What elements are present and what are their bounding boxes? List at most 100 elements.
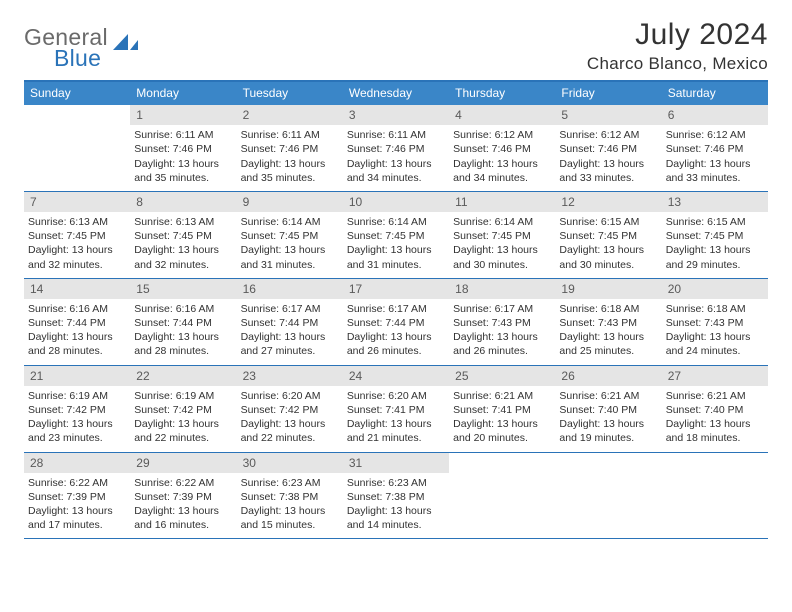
- daylight-text: Daylight: 13 hours and 35 minutes.: [241, 157, 339, 185]
- calendar-week: 21Sunrise: 6:19 AMSunset: 7:42 PMDayligh…: [24, 366, 768, 453]
- sunrise-text: Sunrise: 6:15 AM: [559, 215, 657, 229]
- sunset-text: Sunset: 7:44 PM: [134, 316, 232, 330]
- weekday-header: Saturday: [662, 82, 768, 105]
- sunrise-text: Sunrise: 6:21 AM: [453, 389, 551, 403]
- sunset-text: Sunset: 7:44 PM: [28, 316, 126, 330]
- day-number: 11: [449, 192, 555, 212]
- day-number: 19: [555, 279, 661, 299]
- daylight-text: Daylight: 13 hours and 29 minutes.: [666, 243, 764, 271]
- daylight-text: Daylight: 13 hours and 30 minutes.: [559, 243, 657, 271]
- day-number: 30: [237, 453, 343, 473]
- logo-sail-icon: [113, 33, 139, 51]
- daylight-text: Daylight: 13 hours and 35 minutes.: [134, 157, 232, 185]
- sunrise-text: Sunrise: 6:11 AM: [241, 128, 339, 142]
- day-number: 10: [343, 192, 449, 212]
- calendar-day-cell: 27Sunrise: 6:21 AMSunset: 7:40 PMDayligh…: [662, 366, 768, 452]
- sunset-text: Sunset: 7:43 PM: [666, 316, 764, 330]
- calendar-day-cell: 17Sunrise: 6:17 AMSunset: 7:44 PMDayligh…: [343, 279, 449, 365]
- sunset-text: Sunset: 7:40 PM: [666, 403, 764, 417]
- sunset-text: Sunset: 7:38 PM: [347, 490, 445, 504]
- calendar-day-cell: 1Sunrise: 6:11 AMSunset: 7:46 PMDaylight…: [130, 105, 236, 191]
- sunset-text: Sunset: 7:42 PM: [134, 403, 232, 417]
- daylight-text: Daylight: 13 hours and 34 minutes.: [453, 157, 551, 185]
- sunset-text: Sunset: 7:46 PM: [666, 142, 764, 156]
- sunset-text: Sunset: 7:43 PM: [559, 316, 657, 330]
- calendar-week: 1Sunrise: 6:11 AMSunset: 7:46 PMDaylight…: [24, 105, 768, 192]
- sunset-text: Sunset: 7:46 PM: [134, 142, 232, 156]
- daylight-text: Daylight: 13 hours and 33 minutes.: [666, 157, 764, 185]
- sunrise-text: Sunrise: 6:19 AM: [28, 389, 126, 403]
- calendar-day-cell: 12Sunrise: 6:15 AMSunset: 7:45 PMDayligh…: [555, 192, 661, 278]
- sunset-text: Sunset: 7:46 PM: [347, 142, 445, 156]
- weekday-header: Thursday: [449, 82, 555, 105]
- sunrise-text: Sunrise: 6:23 AM: [241, 476, 339, 490]
- sunrise-text: Sunrise: 6:12 AM: [666, 128, 764, 142]
- weekday-header-row: SundayMondayTuesdayWednesdayThursdayFrid…: [24, 82, 768, 105]
- day-number: 5: [555, 105, 661, 125]
- day-number: 27: [662, 366, 768, 386]
- weekday-header: Friday: [555, 82, 661, 105]
- sunrise-text: Sunrise: 6:11 AM: [347, 128, 445, 142]
- sunset-text: Sunset: 7:45 PM: [453, 229, 551, 243]
- calendar-day-cell: 3Sunrise: 6:11 AMSunset: 7:46 PMDaylight…: [343, 105, 449, 191]
- sunrise-text: Sunrise: 6:21 AM: [666, 389, 764, 403]
- sunset-text: Sunset: 7:45 PM: [347, 229, 445, 243]
- sunset-text: Sunset: 7:44 PM: [241, 316, 339, 330]
- day-number: 31: [343, 453, 449, 473]
- daylight-text: Daylight: 13 hours and 34 minutes.: [347, 157, 445, 185]
- daylight-text: Daylight: 13 hours and 23 minutes.: [28, 417, 126, 445]
- sunset-text: Sunset: 7:42 PM: [28, 403, 126, 417]
- calendar-day-cell: 21Sunrise: 6:19 AMSunset: 7:42 PMDayligh…: [24, 366, 130, 452]
- daylight-text: Daylight: 13 hours and 28 minutes.: [28, 330, 126, 358]
- daylight-text: Daylight: 13 hours and 24 minutes.: [666, 330, 764, 358]
- calendar-day-cell: 29Sunrise: 6:22 AMSunset: 7:39 PMDayligh…: [130, 453, 236, 539]
- sunset-text: Sunset: 7:46 PM: [559, 142, 657, 156]
- sunset-text: Sunset: 7:46 PM: [241, 142, 339, 156]
- sunrise-text: Sunrise: 6:14 AM: [241, 215, 339, 229]
- sunrise-text: Sunrise: 6:20 AM: [241, 389, 339, 403]
- sunrise-text: Sunrise: 6:15 AM: [666, 215, 764, 229]
- day-number: 26: [555, 366, 661, 386]
- sunrise-text: Sunrise: 6:16 AM: [134, 302, 232, 316]
- calendar-day-cell: 2 Sunrise: 6:11 AMSunset: 7:46 PMDaylight…: [237, 105, 343, 191]
- day-number: 14: [24, 279, 130, 299]
- logo-text-blue: Blue: [54, 45, 101, 72]
- day-number: 15: [130, 279, 236, 299]
- sunrise-text: Sunrise: 6:14 AM: [347, 215, 445, 229]
- sunset-text: Sunset: 7:44 PM: [347, 316, 445, 330]
- sunrise-text: Sunrise: 6:13 AM: [134, 215, 232, 229]
- daylight-text: Daylight: 13 hours and 14 minutes.: [347, 504, 445, 532]
- calendar-day-cell: 28Sunrise: 6:22 AMSunset: 7:39 PMDayligh…: [24, 453, 130, 539]
- calendar-day-cell: 13Sunrise: 6:15 AMSunset: 7:45 PMDayligh…: [662, 192, 768, 278]
- daylight-text: Daylight: 13 hours and 32 minutes.: [28, 243, 126, 271]
- day-number: 2: [237, 105, 343, 125]
- sunrise-text: Sunrise: 6:21 AM: [559, 389, 657, 403]
- sunset-text: Sunset: 7:43 PM: [453, 316, 551, 330]
- calendar-week: 7Sunrise: 6:13 AMSunset: 7:45 PMDaylight…: [24, 192, 768, 279]
- sunrise-text: Sunrise: 6:17 AM: [241, 302, 339, 316]
- day-number: 24: [343, 366, 449, 386]
- sunset-text: Sunset: 7:45 PM: [559, 229, 657, 243]
- daylight-text: Daylight: 13 hours and 27 minutes.: [241, 330, 339, 358]
- calendar-day-cell: 14Sunrise: 6:16 AMSunset: 7:44 PMDayligh…: [24, 279, 130, 365]
- daylight-text: Daylight: 13 hours and 28 minutes.: [134, 330, 232, 358]
- sunrise-text: Sunrise: 6:14 AM: [453, 215, 551, 229]
- calendar-day-cell: 8Sunrise: 6:13 AMSunset: 7:45 PMDaylight…: [130, 192, 236, 278]
- calendar-day-cell: [24, 105, 130, 191]
- daylight-text: Daylight: 13 hours and 22 minutes.: [241, 417, 339, 445]
- day-number: 9: [237, 192, 343, 212]
- calendar-day-cell: 18Sunrise: 6:17 AMSunset: 7:43 PMDayligh…: [449, 279, 555, 365]
- day-number: 20: [662, 279, 768, 299]
- weekday-header: Tuesday: [237, 82, 343, 105]
- calendar-day-cell: 20Sunrise: 6:18 AMSunset: 7:43 PMDayligh…: [662, 279, 768, 365]
- calendar-day-cell: 4Sunrise: 6:12 AMSunset: 7:46 PMDaylight…: [449, 105, 555, 191]
- sunrise-text: Sunrise: 6:23 AM: [347, 476, 445, 490]
- header: GeneralBlue July 2024 Charco Blanco, Mex…: [24, 18, 768, 74]
- calendar: SundayMondayTuesdayWednesdayThursdayFrid…: [24, 80, 768, 539]
- daylight-text: Daylight: 13 hours and 21 minutes.: [347, 417, 445, 445]
- day-number: 13: [662, 192, 768, 212]
- sunset-text: Sunset: 7:40 PM: [559, 403, 657, 417]
- calendar-day-cell: 31 Sunrise: 6:23 AMSunset: 7:38 PMDayligh…: [343, 453, 449, 539]
- day-number: 22: [130, 366, 236, 386]
- daylight-text: Daylight: 13 hours and 30 minutes.: [453, 243, 551, 271]
